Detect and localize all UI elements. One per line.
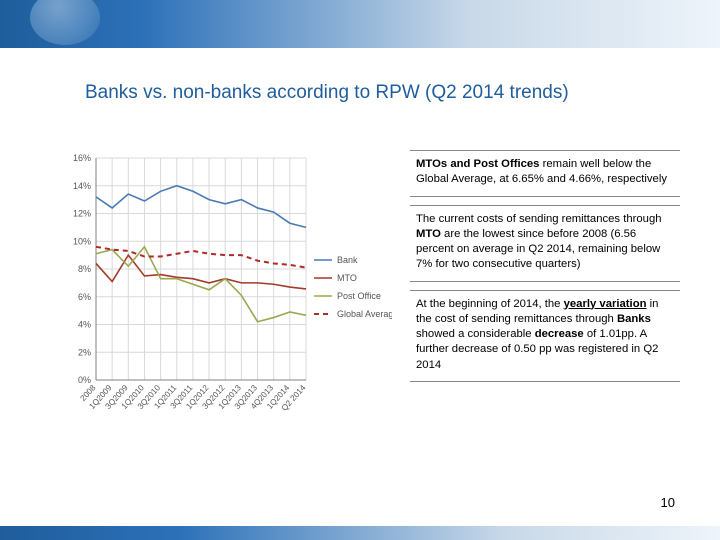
svg-text:Post Office: Post Office [337,291,381,301]
chart-container: 0%2%4%6%8%10%12%14%16%20081Q20093Q20091Q… [62,150,392,450]
svg-text:14%: 14% [73,181,91,191]
header-band [0,0,720,48]
svg-text:12%: 12% [73,209,91,219]
svg-text:4%: 4% [78,320,91,330]
globe-decor [30,0,100,45]
svg-text:0%: 0% [78,375,91,385]
svg-text:8%: 8% [78,264,91,274]
svg-text:Bank: Bank [337,255,358,265]
svg-text:16%: 16% [73,153,91,163]
note-block: The current costs of sending remittances… [410,205,680,282]
content: 0%2%4%6%8%10%12%14%16%20081Q20093Q20091Q… [62,150,680,450]
svg-text:MTO: MTO [337,273,357,283]
page-title: Banks vs. non-banks according to RPW (Q2… [85,82,569,104]
svg-text:10%: 10% [73,236,91,246]
page-number: 10 [661,495,675,510]
note-block: MTOs and Post Offices remain well below … [410,150,680,197]
svg-text:6%: 6% [78,292,91,302]
line-chart: 0%2%4%6%8%10%12%14%16%20081Q20093Q20091Q… [62,150,392,450]
svg-text:Global Average: Global Average [337,309,392,319]
footer-band [0,526,720,540]
note-block: At the beginning of 2014, the yearly var… [410,290,680,382]
svg-text:2%: 2% [78,347,91,357]
notes-column: MTOs and Post Offices remain well below … [410,150,680,450]
